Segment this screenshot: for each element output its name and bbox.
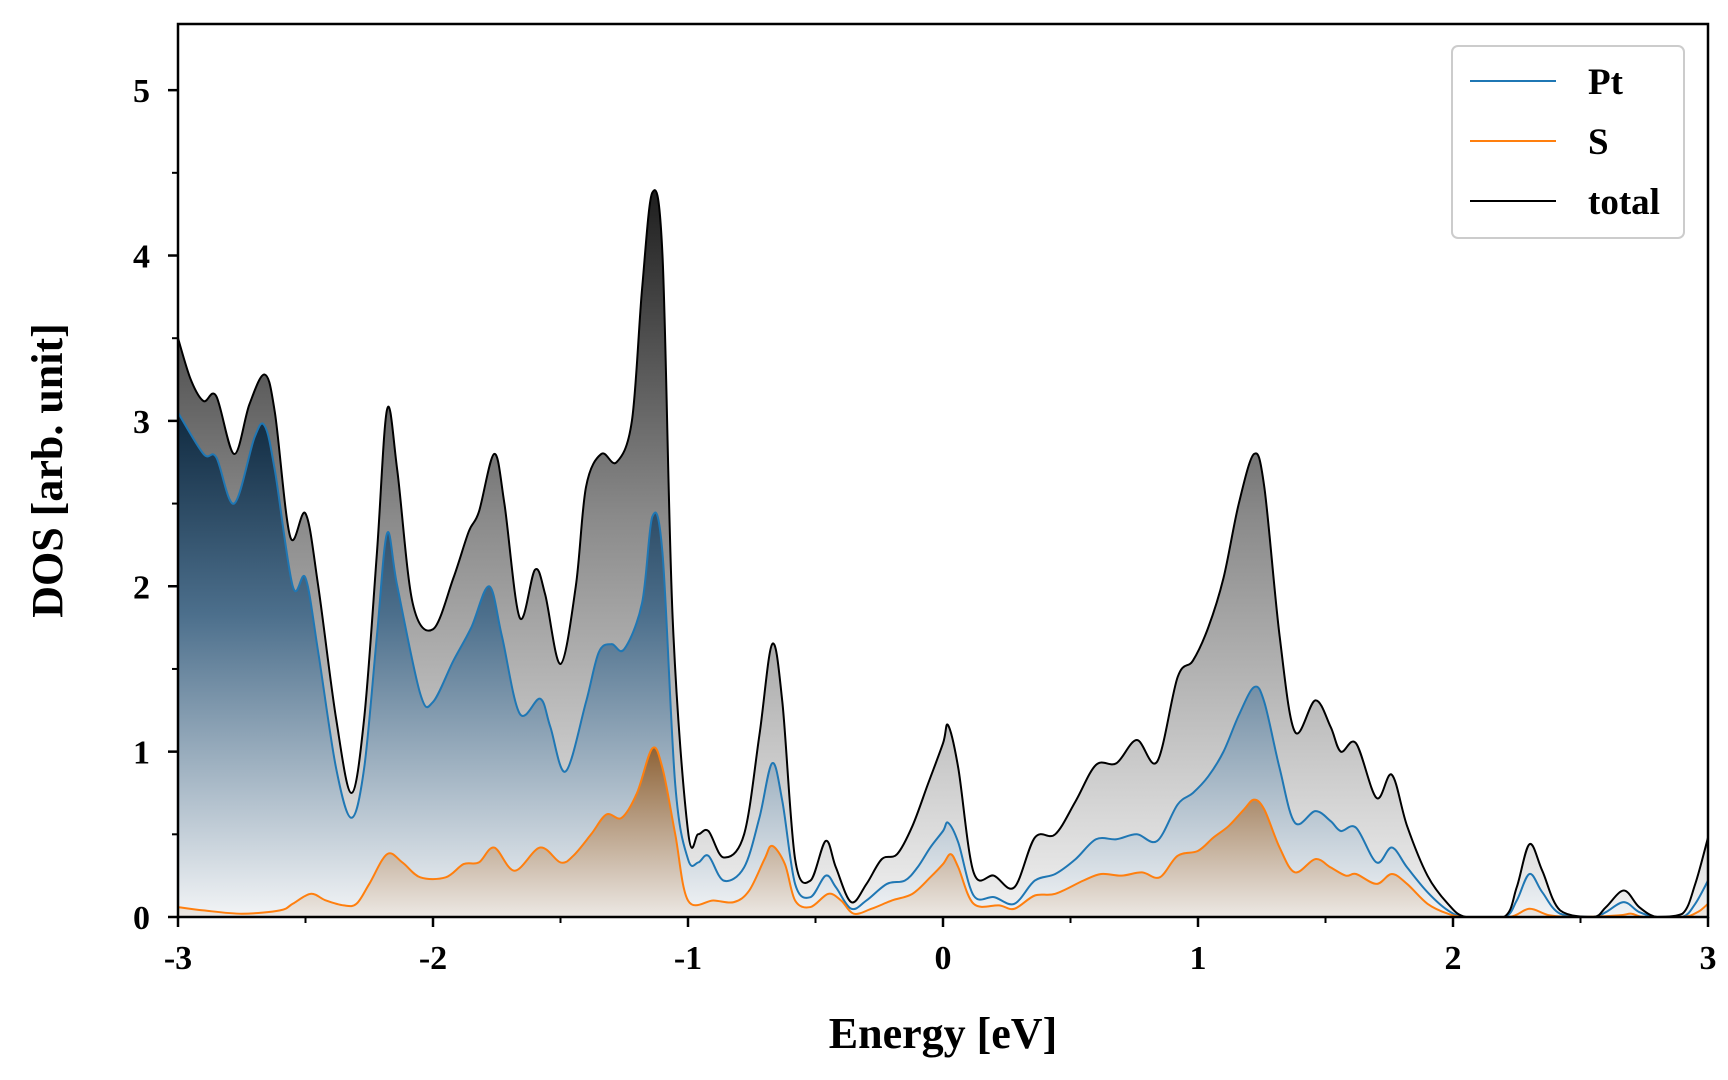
- legend-label-pt: Pt: [1588, 62, 1624, 103]
- y-tick-label: 5: [133, 73, 150, 110]
- series-line-pt: [177, 412, 1709, 918]
- x-tick-label: -2: [419, 940, 447, 977]
- area-fill-s: [178, 747, 1708, 917]
- series-line-s: [177, 746, 1709, 918]
- y-tick-label: 2: [133, 569, 150, 606]
- legend-box: [1451, 45, 1685, 239]
- x-tick-label: 1: [1190, 940, 1207, 977]
- y-tick-label: 0: [133, 900, 150, 937]
- area-fill-pt: [178, 412, 1708, 917]
- legend-label-total: total: [1588, 182, 1660, 223]
- series-lines: [177, 189, 1709, 918]
- x-axis-label: Energy [eV]: [829, 1009, 1058, 1058]
- legend-label-s: S: [1588, 122, 1609, 163]
- axis-ticks: -3 -2 -1 0 1 2 3 0 1 2 3 4 5: [133, 73, 1717, 977]
- y-axis-label: DOS [arb. unit]: [23, 323, 72, 618]
- area-fills: [178, 190, 1708, 917]
- x-tick-label: 0: [935, 940, 952, 977]
- x-tick-label: 3: [1700, 940, 1717, 977]
- x-tick-label: -3: [164, 940, 192, 977]
- series-line-total: [177, 189, 1709, 918]
- y-tick-label: 3: [133, 404, 150, 441]
- y-tick-label: 1: [133, 735, 150, 772]
- x-tick-label: -1: [674, 940, 702, 977]
- y-tick-label: 4: [133, 239, 150, 276]
- area-fill-total: [178, 190, 1708, 917]
- x-tick-label: 2: [1445, 940, 1462, 977]
